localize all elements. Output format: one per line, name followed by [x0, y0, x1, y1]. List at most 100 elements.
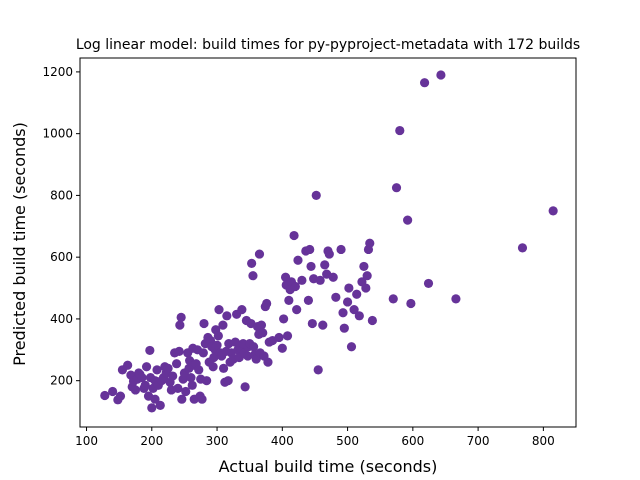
data-point-168 — [419, 78, 430, 88]
chart-title: Log linear model: build times for py-pyp… — [76, 37, 580, 53]
data-point-149 — [339, 323, 349, 333]
data-point-102 — [249, 342, 259, 352]
y-tick-label-200: 200 — [50, 374, 73, 388]
x-tick-label-700: 700 — [467, 434, 490, 448]
data-point-1 — [108, 386, 118, 397]
data-point-3 — [115, 391, 126, 401]
data-point-137 — [311, 190, 321, 201]
x-axis-ticks: 100 200 300 400 500 600 700 800 — [75, 427, 555, 448]
data-point-133 — [305, 244, 315, 255]
data-point-167 — [406, 298, 416, 309]
data-point-162 — [367, 315, 377, 326]
data-point-23 — [150, 394, 160, 404]
data-point-155 — [354, 311, 364, 321]
data-point-81 — [223, 376, 233, 386]
data-point-44 — [181, 386, 191, 397]
data-point-36 — [171, 359, 182, 369]
y-tick-label-400: 400 — [50, 312, 73, 326]
data-point-15 — [140, 380, 150, 390]
data-point-62 — [202, 376, 212, 386]
data-point-118 — [277, 343, 287, 353]
data-point-71 — [212, 340, 222, 350]
data-point-109 — [256, 320, 267, 330]
data-point-126 — [289, 230, 299, 241]
x-tick-label-600: 600 — [401, 434, 424, 448]
data-point-76 — [218, 320, 228, 330]
data-point-100 — [247, 258, 257, 268]
data-point-148 — [338, 308, 348, 318]
data-point-165 — [395, 125, 405, 136]
data-point-40 — [176, 312, 186, 322]
data-point-161 — [365, 238, 375, 248]
y-tick-label-600: 600 — [50, 250, 73, 264]
data-point-166 — [403, 215, 413, 225]
data-point-37 — [173, 383, 183, 394]
data-point-170 — [436, 70, 446, 80]
data-point-9 — [130, 385, 141, 395]
data-point-91 — [237, 305, 247, 315]
x-tick-label-800: 800 — [532, 434, 555, 448]
data-point-114 — [263, 357, 273, 367]
x-tick-label-300: 300 — [206, 434, 229, 448]
x-axis-label: Actual build time (seconds) — [219, 457, 438, 476]
data-point-140 — [318, 320, 328, 330]
data-point-101 — [248, 271, 258, 281]
data-point-67 — [208, 362, 218, 372]
y-tick-label-800: 800 — [50, 188, 73, 202]
data-point-110 — [258, 328, 268, 338]
data-point-16 — [141, 362, 152, 372]
y-tick-label-1200: 1200 — [42, 65, 73, 79]
data-point-163 — [388, 294, 398, 304]
data-point-86 — [230, 337, 240, 347]
data-point-123 — [284, 295, 294, 305]
data-point-146 — [331, 292, 341, 302]
data-point-147 — [336, 244, 346, 255]
data-point-135 — [307, 318, 317, 329]
plot-frame — [79, 57, 577, 428]
data-point-151 — [344, 283, 354, 293]
data-point-20 — [147, 403, 157, 413]
data-point-73 — [214, 305, 224, 315]
data-point-39 — [175, 320, 185, 330]
data-point-157 — [359, 261, 369, 272]
data-point-41 — [177, 394, 187, 404]
data-point-59 — [198, 348, 208, 358]
data-point-139 — [315, 275, 325, 285]
data-point-164 — [391, 183, 402, 193]
y-tick-label-1000: 1000 — [42, 127, 73, 141]
data-point-38 — [174, 346, 184, 356]
data-point-107 — [254, 249, 265, 259]
data-point-13 — [137, 372, 147, 383]
data-point-159 — [362, 271, 372, 281]
data-point-145 — [328, 272, 338, 282]
data-point-72 — [213, 331, 223, 341]
data-point-48 — [186, 372, 196, 383]
data-point-58 — [197, 394, 207, 404]
data-point-138 — [313, 365, 323, 375]
data-point-150 — [342, 297, 353, 307]
data-point-173 — [548, 206, 558, 216]
data-point-26 — [155, 400, 165, 410]
data-point-113 — [262, 298, 272, 309]
data-point-128 — [292, 305, 302, 315]
data-point-144 — [324, 249, 334, 259]
x-tick-label-200: 200 — [140, 434, 163, 448]
data-point-153 — [349, 305, 359, 315]
data-point-5 — [123, 360, 133, 370]
data-point-129 — [293, 255, 303, 265]
data-point-68 — [209, 352, 219, 363]
data-point-34 — [168, 371, 178, 381]
data-point-171 — [451, 294, 461, 304]
data-point-122 — [282, 331, 293, 341]
data-point-141 — [320, 260, 330, 270]
data-point-77 — [218, 363, 229, 373]
data-point-18 — [145, 345, 155, 356]
data-point-127 — [290, 281, 300, 292]
data-point-49 — [187, 380, 197, 390]
data-point-119 — [279, 314, 289, 324]
x-tick-label-100: 100 — [75, 434, 98, 448]
data-point-154 — [352, 289, 362, 299]
y-axis-label: Predicted build time (seconds) — [10, 122, 29, 366]
data-point-152 — [346, 342, 357, 352]
